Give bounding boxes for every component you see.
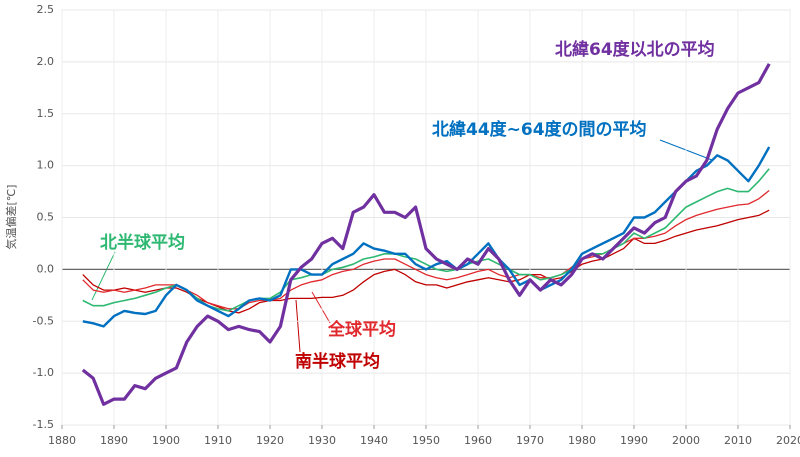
series-line: [82, 168, 770, 312]
y-tick-label: 0.5: [37, 211, 55, 224]
series-line: [82, 146, 771, 328]
x-tick-label: 1930: [308, 434, 336, 447]
x-tick-label: 1970: [516, 434, 544, 447]
pointer: [295, 299, 301, 353]
x-tick-label: 1980: [568, 434, 596, 447]
series-label: 北半球平均: [100, 232, 185, 253]
x-tick-label: 1950: [412, 434, 440, 447]
x-tick-label: 1920: [256, 434, 284, 447]
pointer: [311, 291, 331, 324]
y-tick-label: -0.5: [33, 314, 54, 327]
x-tick-label: 1900: [152, 434, 180, 447]
x-tick-label: 2020: [776, 434, 800, 447]
x-tick-label: 1960: [464, 434, 492, 447]
x-tick-label: 1880: [48, 434, 76, 447]
y-axis-label: 気温偏差[℃]: [4, 185, 18, 250]
x-tick-label: 1940: [360, 434, 388, 447]
series-line: [81, 63, 771, 406]
series-label: 北緯44度~64度の間の平均: [432, 119, 647, 140]
y-tick-label: -1.5: [33, 418, 54, 431]
pointer: [91, 251, 116, 301]
x-tick-label: 1910: [204, 434, 232, 447]
y-tick-label: 2.5: [37, 3, 55, 16]
x-tick-label: 1890: [100, 434, 128, 447]
series-line: [82, 189, 770, 310]
y-tick-label: 2.0: [37, 55, 55, 68]
y-tick-label: 0.0: [37, 262, 55, 275]
y-tick-label: -1.0: [33, 366, 54, 379]
x-tick-label: 1990: [620, 434, 648, 447]
series-label: 北緯64度以北の平均: [555, 39, 715, 60]
x-tick-label: 2010: [724, 434, 752, 447]
series-label: 全球平均: [327, 319, 396, 340]
y-tick-label: 1.0: [37, 159, 55, 172]
y-tick-label: 1.5: [37, 107, 55, 120]
series-label: 南半球平均: [295, 351, 380, 372]
x-tick-label: 2000: [672, 434, 700, 447]
